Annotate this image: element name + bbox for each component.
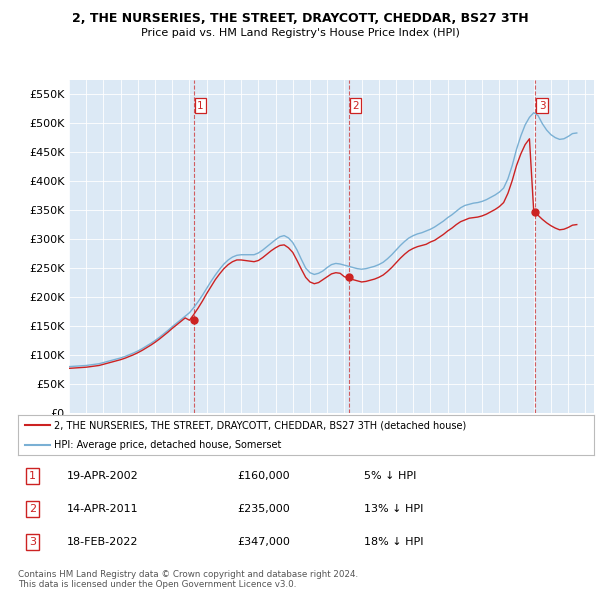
Text: 5% ↓ HPI: 5% ↓ HPI — [364, 471, 416, 481]
Text: 2, THE NURSERIES, THE STREET, DRAYCOTT, CHEDDAR, BS27 3TH (detached house): 2, THE NURSERIES, THE STREET, DRAYCOTT, … — [54, 421, 467, 430]
Text: 19-APR-2002: 19-APR-2002 — [67, 471, 139, 481]
Text: 13% ↓ HPI: 13% ↓ HPI — [364, 504, 423, 514]
Text: Price paid vs. HM Land Registry's House Price Index (HPI): Price paid vs. HM Land Registry's House … — [140, 28, 460, 38]
Text: 14-APR-2011: 14-APR-2011 — [67, 504, 139, 514]
Text: 18-FEB-2022: 18-FEB-2022 — [67, 537, 139, 547]
Text: Contains HM Land Registry data © Crown copyright and database right 2024.
This d: Contains HM Land Registry data © Crown c… — [18, 570, 358, 589]
Text: 3: 3 — [539, 101, 545, 111]
Text: 2, THE NURSERIES, THE STREET, DRAYCOTT, CHEDDAR, BS27 3TH: 2, THE NURSERIES, THE STREET, DRAYCOTT, … — [71, 12, 529, 25]
Text: £347,000: £347,000 — [237, 537, 290, 547]
Text: 18% ↓ HPI: 18% ↓ HPI — [364, 537, 423, 547]
Text: HPI: Average price, detached house, Somerset: HPI: Average price, detached house, Some… — [54, 441, 281, 450]
Text: 2: 2 — [352, 101, 359, 111]
Text: £235,000: £235,000 — [237, 504, 290, 514]
Text: 3: 3 — [29, 537, 36, 547]
Text: 1: 1 — [197, 101, 204, 111]
Text: 1: 1 — [29, 471, 36, 481]
Text: 2: 2 — [29, 504, 36, 514]
Text: £160,000: £160,000 — [237, 471, 290, 481]
